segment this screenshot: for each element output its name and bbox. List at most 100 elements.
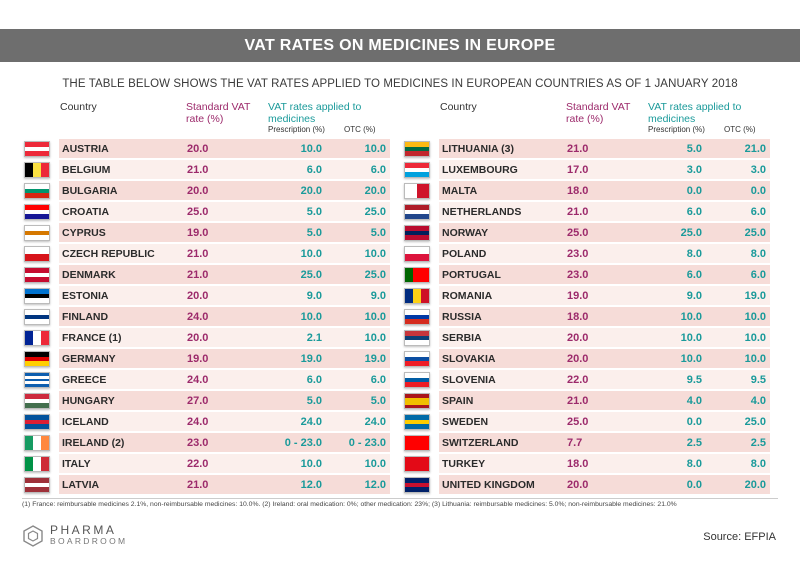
- standard-vat-rate: 24.0: [187, 311, 209, 323]
- country-name: LITHUANIA (3): [442, 143, 514, 155]
- row-background: [59, 307, 390, 326]
- prescription-rate: 5.0: [306, 227, 322, 239]
- otc-rate: 8.0: [750, 458, 766, 470]
- country-name: SLOVAKIA: [442, 353, 496, 365]
- prescription-rate: 10.0: [300, 458, 322, 470]
- table-row: LATVIA 21.0 12.0 12.0: [22, 474, 390, 495]
- flag-france-icon: [24, 330, 50, 346]
- table-header: Country Standard VAT rate (%) VAT rates …: [22, 100, 390, 138]
- standard-vat-rate: 20.0: [187, 185, 209, 197]
- otc-rate: 8.0: [750, 248, 766, 260]
- prescription-rate: 6.0: [306, 164, 322, 176]
- standard-vat-rate: 20.0: [187, 332, 209, 344]
- country-name: SLOVENIA: [442, 374, 496, 386]
- row-background: [59, 181, 390, 200]
- table-row: GREECE 24.0 6.0 6.0: [22, 369, 390, 390]
- table-row: ICELAND 24.0 24.0 24.0: [22, 411, 390, 432]
- logo-line1: PHARMA: [50, 523, 117, 537]
- country-name: FRANCE (1): [62, 332, 122, 344]
- country-name: ITALY: [62, 458, 91, 470]
- country-name: SERBIA: [442, 332, 482, 344]
- table-rows: LITHUANIA (3) 21.0 5.0 21.0 LUXEMBOURG 17.0 3.…: [402, 138, 770, 495]
- otc-rate: 10.0: [364, 311, 386, 323]
- standard-vat-rate: 23.0: [567, 248, 589, 260]
- table-row: ESTONIA 20.0 9.0 9.0: [22, 285, 390, 306]
- prescription-rate: 25.0: [300, 269, 322, 281]
- standard-vat-rate: 7.7: [567, 437, 583, 449]
- footnote: (1) France: reimbursable medicines 2.1%,…: [22, 501, 677, 508]
- flag-italy-icon: [24, 456, 50, 472]
- table-row: CROATIA 25.0 5.0 25.0: [22, 201, 390, 222]
- otc-rate: 0.0: [750, 185, 766, 197]
- otc-rate: 12.0: [364, 479, 386, 491]
- flag-sweden-icon: [404, 414, 430, 430]
- logo-icon: [22, 525, 44, 547]
- row-background: [439, 454, 770, 473]
- country-name: UNITED KINGDOM: [442, 479, 535, 491]
- otc-rate: 19.0: [744, 290, 766, 302]
- otc-rate: 10.0: [744, 332, 766, 344]
- standard-vat-rate: 20.0: [187, 290, 209, 302]
- country-name: HUNGARY: [62, 395, 115, 407]
- standard-vat-rate: 21.0: [187, 248, 209, 260]
- flag-cyprus-icon: [24, 225, 50, 241]
- country-name: DENMARK: [62, 269, 116, 281]
- otc-rate: 0 - 23.0: [348, 437, 386, 449]
- row-background: [439, 328, 770, 347]
- prescription-rate: 0.0: [686, 479, 702, 491]
- otc-rate: 4.0: [750, 395, 766, 407]
- standard-vat-rate: 21.0: [567, 206, 589, 218]
- prescription-rate: 5.0: [306, 206, 322, 218]
- country-name: RUSSIA: [442, 311, 482, 323]
- standard-vat-rate: 21.0: [187, 269, 209, 281]
- standard-vat-rate: 20.0: [187, 143, 209, 155]
- prescription-rate: 10.0: [680, 311, 702, 323]
- otc-rate: 10.0: [364, 458, 386, 470]
- header-country: Country: [60, 101, 97, 113]
- flag-greece-icon: [24, 372, 50, 388]
- table-row: CYPRUS 19.0 5.0 5.0: [22, 222, 390, 243]
- prescription-rate: 9.0: [306, 290, 322, 302]
- row-background: [439, 412, 770, 431]
- otc-rate: 10.0: [744, 353, 766, 365]
- header-standard-vat: Standard VAT rate (%): [566, 101, 631, 125]
- table-row: BULGARIA 20.0 20.0 20.0: [22, 180, 390, 201]
- table-row: TURKEY 18.0 8.0 8.0: [402, 453, 770, 474]
- row-background: [59, 160, 390, 179]
- row-background: [59, 349, 390, 368]
- standard-vat-rate: 25.0: [187, 206, 209, 218]
- flag-russia-icon: [404, 309, 430, 325]
- title-banner: VAT RATES ON MEDICINES IN EUROPE: [0, 29, 800, 62]
- header-standard-vat: Standard VAT rate (%): [186, 101, 251, 125]
- row-background: [59, 265, 390, 284]
- table-row: MALTA 18.0 0.0 0.0: [402, 180, 770, 201]
- prescription-rate: 9.5: [686, 374, 702, 386]
- flag-belgium-icon: [24, 162, 50, 178]
- standard-vat-rate: 20.0: [567, 479, 589, 491]
- flag-slovakia-icon: [404, 351, 430, 367]
- table-row: BELGIUM 21.0 6.0 6.0: [22, 159, 390, 180]
- table-row: PORTUGAL 23.0 6.0 6.0: [402, 264, 770, 285]
- row-background: [59, 223, 390, 242]
- prescription-rate: 4.0: [686, 395, 702, 407]
- country-name: AUSTRIA: [62, 143, 109, 155]
- country-name: TURKEY: [442, 458, 486, 470]
- country-name: CZECH REPUBLIC: [62, 248, 155, 260]
- standard-vat-rate: 18.0: [567, 458, 589, 470]
- prescription-rate: 8.0: [686, 248, 702, 260]
- standard-vat-rate: 23.0: [567, 269, 589, 281]
- otc-rate: 10.0: [744, 311, 766, 323]
- flag-netherlands-icon: [404, 204, 430, 220]
- flag-serbia-icon: [404, 330, 430, 346]
- header-otc: OTC (%): [344, 125, 376, 134]
- row-background: [439, 475, 770, 494]
- prescription-rate: 5.0: [306, 395, 322, 407]
- table-right: Country Standard VAT rate (%) VAT rates …: [402, 100, 770, 495]
- standard-vat-rate: 20.0: [567, 353, 589, 365]
- standard-vat-rate: 23.0: [187, 437, 209, 449]
- page-title: VAT RATES ON MEDICINES IN EUROPE: [244, 36, 556, 54]
- table-row: SLOVAKIA 20.0 10.0 10.0: [402, 348, 770, 369]
- otc-rate: 6.0: [750, 269, 766, 281]
- pharmaboardroom-logo: PHARMA BOARDROOM: [22, 523, 127, 547]
- header-otc: OTC (%): [724, 125, 756, 134]
